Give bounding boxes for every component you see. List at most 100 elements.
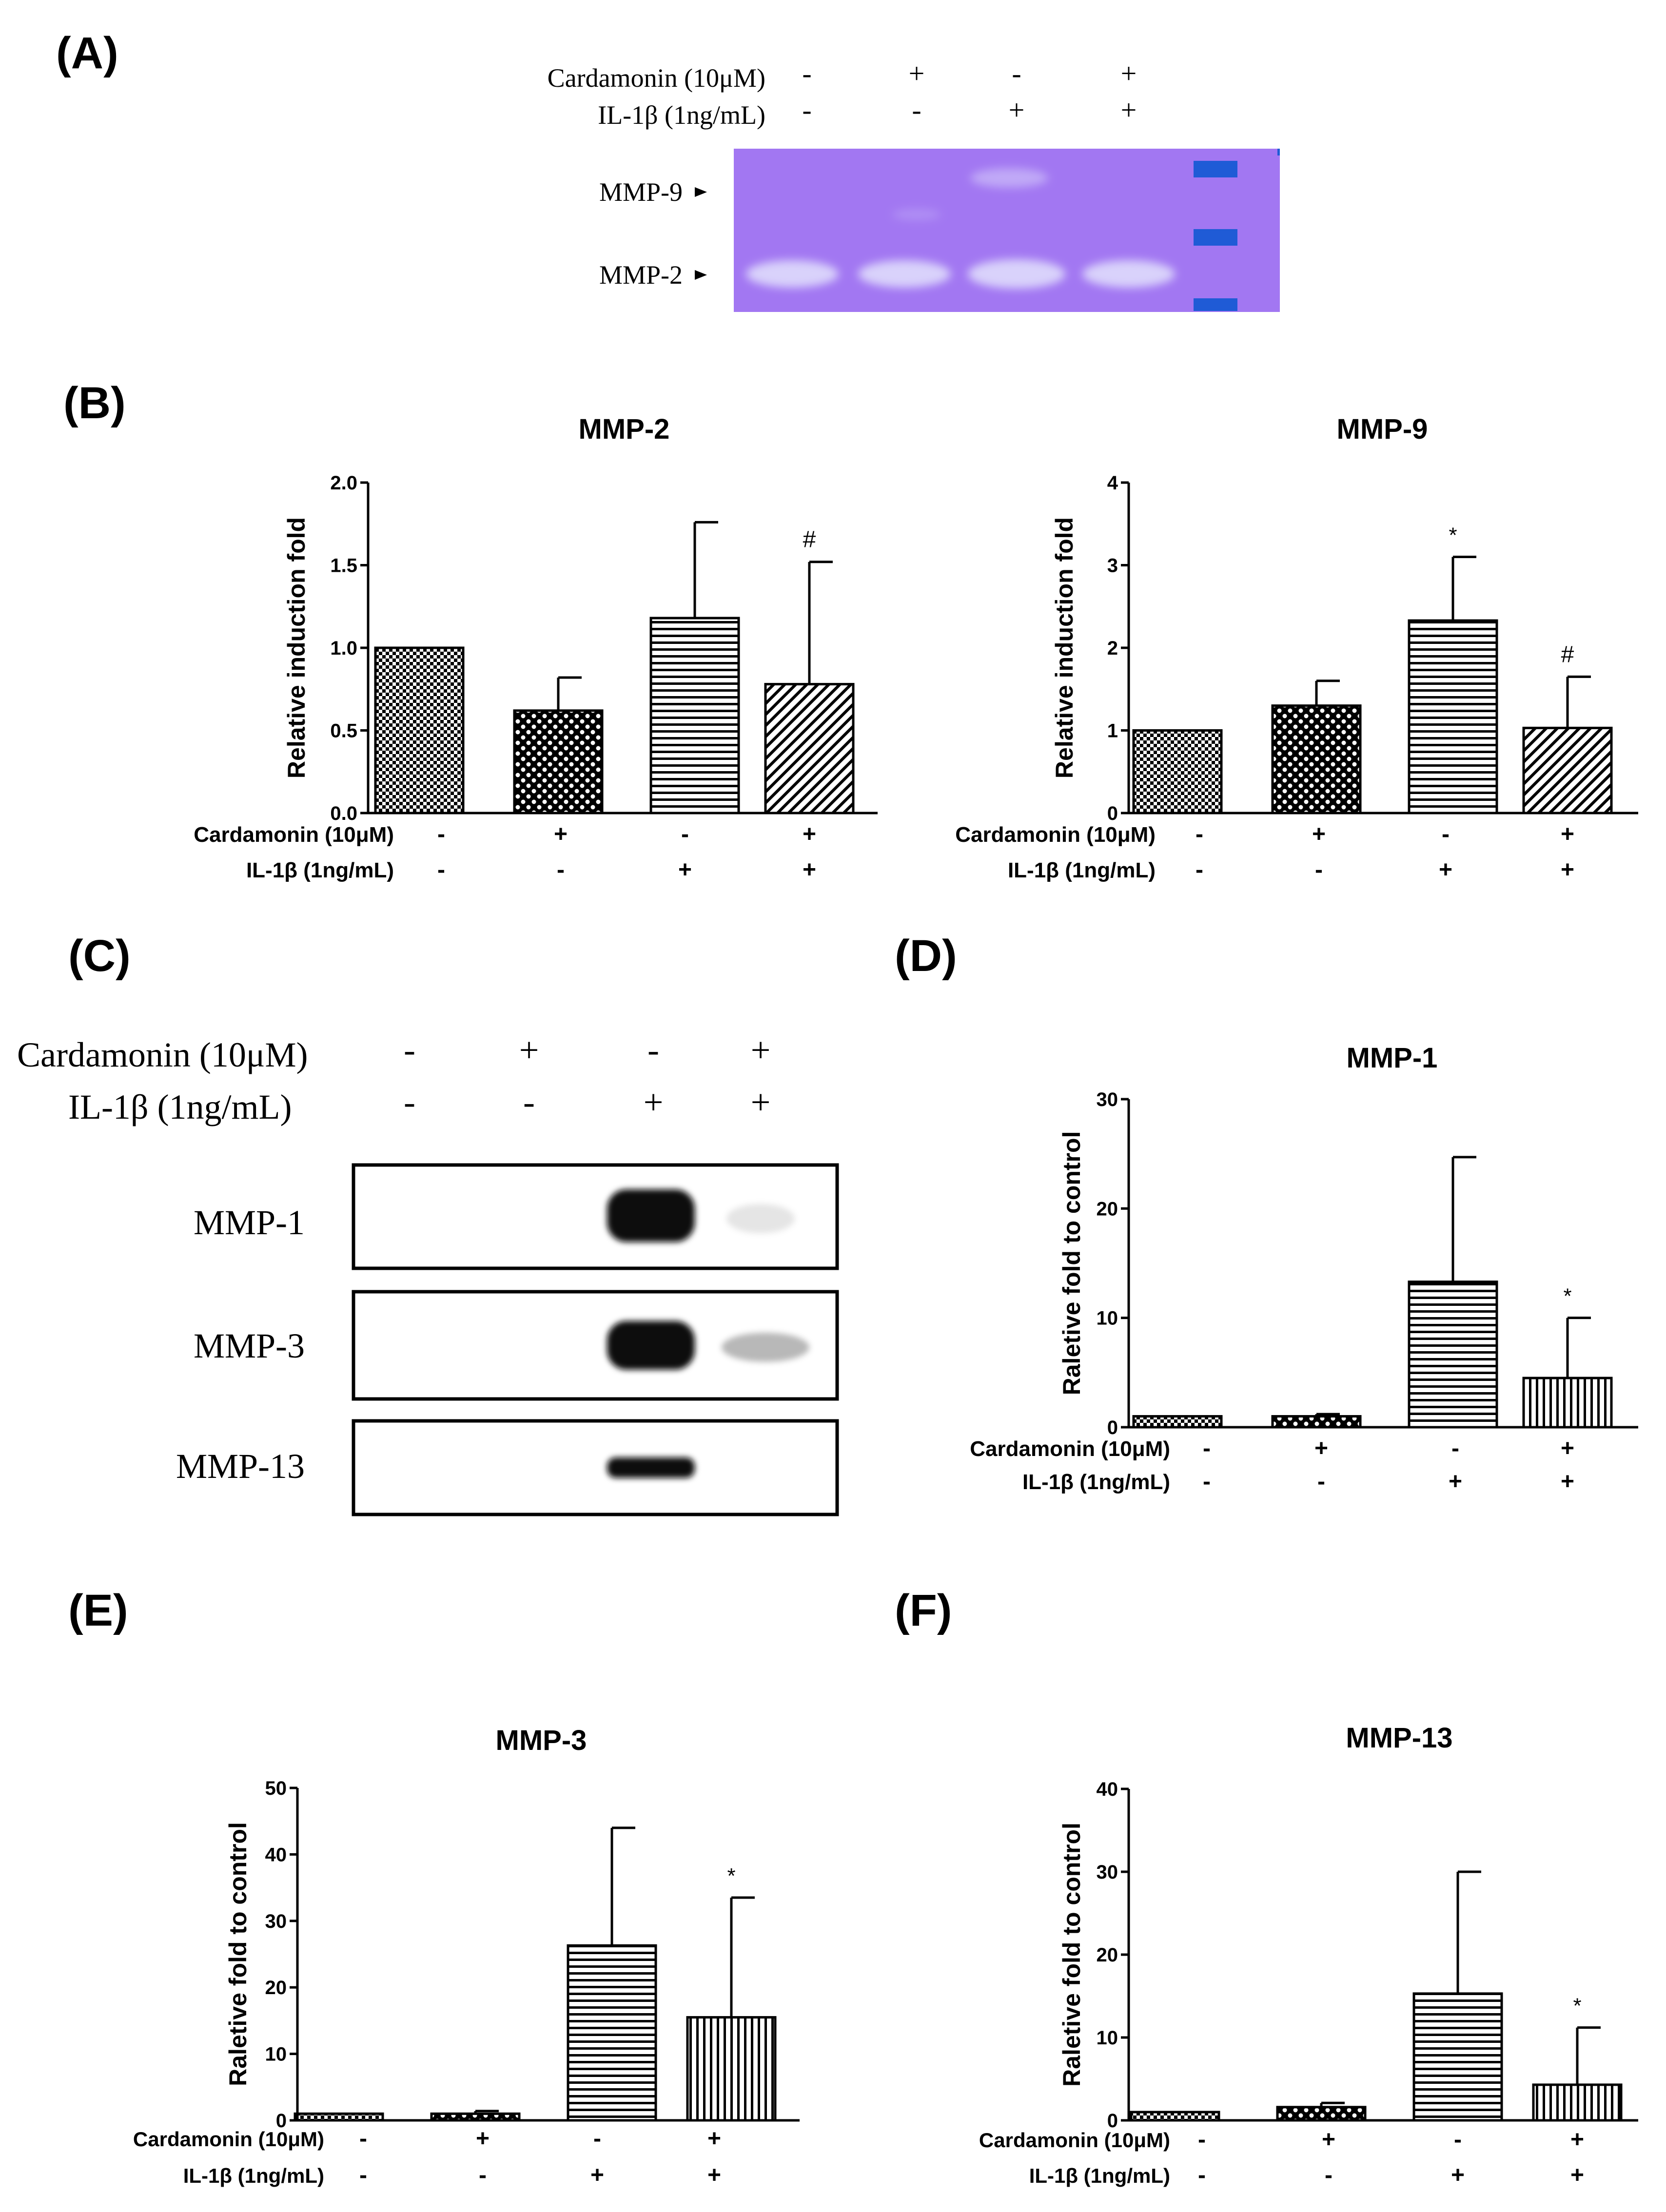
wb-il1b-sign: - xyxy=(523,1083,535,1122)
wb-il1b-sign: + xyxy=(644,1083,664,1122)
chart-il1b-sign: - xyxy=(479,2162,487,2188)
zymo-band-label-mmp2: MMP-2 xyxy=(599,260,683,290)
chart-cardamonin-sign: + xyxy=(1561,821,1574,847)
bar-3 xyxy=(1412,1992,1503,2122)
chart-il1b-sign: - xyxy=(1203,1469,1211,1494)
bar-2 xyxy=(1271,1415,1362,1429)
bar-3 xyxy=(1408,619,1498,815)
blot-band-faint xyxy=(726,1204,795,1233)
chart-il1b-sign: + xyxy=(1449,1469,1462,1494)
chart-cardamonin-sign: - xyxy=(1442,821,1450,847)
chart-cardamonin-sign: - xyxy=(593,2126,601,2152)
blot-bands-mmp13 xyxy=(607,1457,695,1478)
zymo-treatment-signs: - + - + - - + + xyxy=(802,58,1137,126)
bar-1 xyxy=(1132,1415,1223,1429)
significance-marker: # xyxy=(1561,641,1574,667)
y-tick-label: 40 xyxy=(1097,1779,1118,1800)
y-tick-label: 3 xyxy=(1107,555,1118,577)
arrow-right-icon xyxy=(695,270,707,280)
y-tick-label: 0 xyxy=(276,2110,287,2132)
chart-il1b-sign: - xyxy=(437,857,445,883)
chart-cardamonin-sign: - xyxy=(359,2126,367,2152)
y-tick-label: 20 xyxy=(265,1977,287,1999)
ladder-band xyxy=(1194,298,1237,311)
y-tick-label: 10 xyxy=(1097,2027,1118,2049)
y-tick-label: 10 xyxy=(1097,1308,1118,1329)
chart-cardamonin-sign: + xyxy=(476,2126,490,2152)
wb-cardamonin-sign: - xyxy=(647,1030,659,1069)
blot-band-faint xyxy=(722,1333,809,1362)
chart-cardamonin-label: Cardamonin (10μM) xyxy=(194,823,394,847)
chart-title: MMP-9 xyxy=(1337,413,1428,445)
y-tick-label: 2.0 xyxy=(330,472,357,494)
blot-label-mmp3: MMP-3 xyxy=(194,1326,305,1365)
zymo-il1b-sign: + xyxy=(1121,94,1137,126)
zymography-panel: Cardamonin (10μM) IL-1β (1ng/mL) - + - + - - +… xyxy=(548,58,1280,312)
chart-cardamonin-label: Cardamonin (10μM) xyxy=(955,823,1156,847)
chart-cardamonin-sign: + xyxy=(803,821,816,847)
blot-label-mmp1: MMP-1 xyxy=(194,1203,305,1242)
wb-cardamonin-sign: + xyxy=(519,1030,539,1069)
panel-label-d: (D) xyxy=(895,931,957,981)
zymo-mmp2-bands xyxy=(746,259,1175,289)
blot-band xyxy=(607,1321,695,1370)
y-tick-label: 0.0 xyxy=(330,803,357,824)
bar-4 xyxy=(1532,2083,1623,2122)
chart-mmp2: MMP-2 Relative induction fold #0.0 0.5 1.0 1.… xyxy=(194,413,878,883)
ladder-band xyxy=(1194,229,1237,246)
bar-4 xyxy=(1522,1377,1613,1429)
chart-cardamonin-sign: + xyxy=(554,821,568,847)
chart-il1b-sign: + xyxy=(707,2162,721,2188)
blot-box-mmp3 xyxy=(352,1290,839,1401)
chart-cardamonin-sign: + xyxy=(707,2126,721,2152)
blot-bands-mmp3 xyxy=(607,1321,809,1370)
chart-il1b-label: IL-1β (1ng/mL) xyxy=(1022,1470,1170,1494)
bar-4 xyxy=(1522,726,1613,815)
chart-il1b-sign: - xyxy=(1325,2162,1333,2188)
y-tick-label: 10 xyxy=(265,2044,287,2065)
bar-1 xyxy=(1130,2111,1220,2122)
blot-band xyxy=(607,1457,695,1478)
y-tick-label: 4 xyxy=(1107,472,1118,494)
y-tick-label: 1 xyxy=(1107,720,1118,742)
y-tick-label: 2 xyxy=(1107,638,1118,659)
chart-il1b-sign: + xyxy=(1561,857,1574,883)
ladder-band xyxy=(1277,149,1280,155)
chart-mmp9: MMP-9 Relative induction fold * #0 1 2 3 4 Carda… xyxy=(955,413,1638,883)
blot-label-mmp13: MMP-13 xyxy=(176,1447,305,1486)
chart-il1b-sign: + xyxy=(1570,2162,1584,2188)
chart-title: MMP-3 xyxy=(496,1725,587,1756)
wb-cardamonin-sign: - xyxy=(404,1030,415,1069)
zymo-cardamonin-sign: - xyxy=(1012,58,1021,89)
chart-title: MMP-1 xyxy=(1347,1042,1438,1074)
zymo-cardamonin-sign: + xyxy=(909,58,925,89)
panel-label-c: (C) xyxy=(68,931,131,981)
chart-il1b-sign: + xyxy=(590,2162,604,2188)
y-tick-label: 0.5 xyxy=(330,720,357,742)
bar-1 xyxy=(374,646,465,815)
chart-il1b-sign: - xyxy=(557,857,565,883)
y-tick-label: 1.5 xyxy=(330,555,357,577)
y-axis-label: Relative induction fold xyxy=(1051,517,1078,778)
bar-2 xyxy=(513,709,604,815)
bar-4 xyxy=(764,683,855,815)
zymo-band-mmp2-lane3 xyxy=(968,259,1065,289)
chart-cardamonin-sign: - xyxy=(1196,821,1203,847)
bar-3 xyxy=(1408,1281,1498,1429)
chart-cardamonin-sign: - xyxy=(1203,1436,1211,1461)
chart-il1b-sign: - xyxy=(359,2162,367,2188)
chart-il1b-sign: + xyxy=(1451,2162,1465,2188)
bar-3 xyxy=(649,617,740,815)
chart-cardamonin-sign: + xyxy=(1570,2127,1584,2153)
chart-cardamonin-label: Cardamonin (10μM) xyxy=(133,2128,324,2151)
zymo-il1b-label: IL-1β (1ng/mL) xyxy=(598,100,765,130)
zymo-ladder xyxy=(1194,149,1280,311)
y-tick-label: 0 xyxy=(1107,2110,1118,2132)
zymo-il1b-sign: - xyxy=(912,94,921,126)
wb-treatment-signs: - + - + - - + + xyxy=(404,1030,770,1122)
bar-3 xyxy=(567,1944,657,2122)
zymo-mmp9-bands xyxy=(892,168,1048,220)
y-tick-label: 40 xyxy=(265,1844,287,1865)
chart-il1b-sign: + xyxy=(1561,1469,1574,1494)
chart-title: MMP-2 xyxy=(579,413,670,445)
